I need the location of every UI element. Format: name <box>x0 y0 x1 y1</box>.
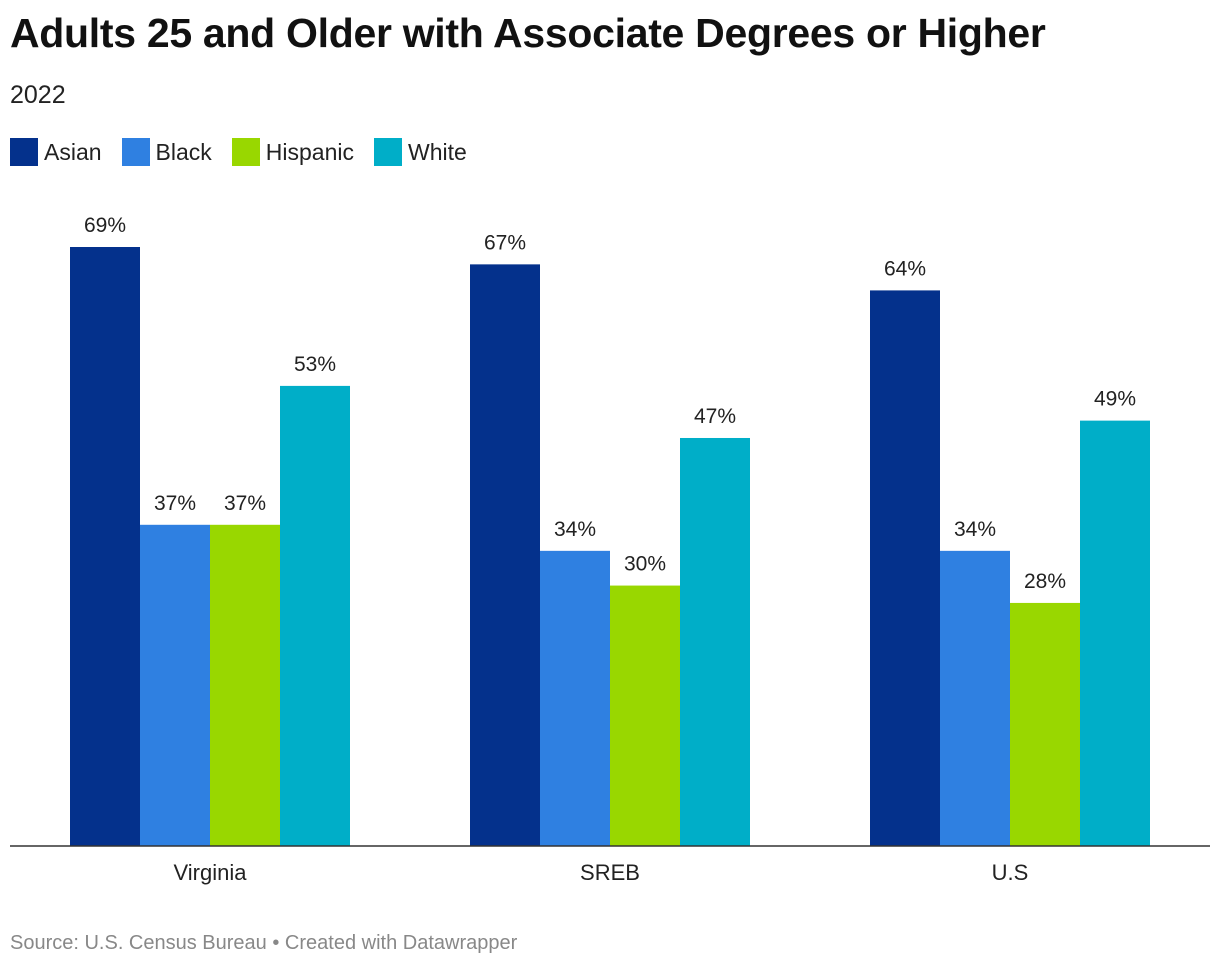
data-label-virginia-hispanic: 37% <box>224 492 266 515</box>
source-note: Source: U.S. Census Bureau • Created wit… <box>10 932 517 955</box>
legend-label-black: Black <box>155 138 212 165</box>
source-separator: • <box>266 932 285 954</box>
legend-item-black: Black <box>121 138 212 166</box>
bar-sreb-hispanic <box>610 585 680 846</box>
legend-swatch-hispanic <box>231 138 260 166</box>
legend-item-white: White <box>374 138 467 166</box>
x-tick-label-sreb: SREB <box>580 860 640 885</box>
data-label-u-s-white: 49% <box>1094 388 1136 411</box>
legend-label-white: White <box>408 138 467 165</box>
data-label-sreb-white: 47% <box>694 405 736 428</box>
legend-item-hispanic: Hispanic <box>231 138 355 166</box>
bar-virginia-black <box>140 524 210 846</box>
bar-sreb-white <box>680 437 750 846</box>
bar-virginia-white <box>280 385 350 846</box>
legend-item-asian: Asian <box>10 138 102 166</box>
chart-title: Adults 25 and Older with Associate Degre… <box>10 10 1046 56</box>
data-label-u-s-hispanic: 28% <box>1024 570 1066 593</box>
bar-u-s-black <box>940 550 1010 846</box>
legend-swatch-asian <box>10 138 38 166</box>
data-label-virginia-black: 37% <box>154 492 196 515</box>
bar-u-s-asian <box>870 290 940 847</box>
bar-virginia-asian <box>70 247 140 846</box>
data-label-u-s-black: 34% <box>954 518 996 541</box>
legend-label-asian: Asian <box>44 138 102 165</box>
bar-u-s-white <box>1080 420 1150 846</box>
bar-u-s-hispanic <box>1010 602 1080 846</box>
bar-sreb-asian <box>470 264 540 846</box>
legend-swatch-white <box>374 138 403 166</box>
source-credit: Created with Datawrapper <box>284 932 518 954</box>
data-label-virginia-white: 53% <box>294 353 336 376</box>
data-label-sreb-hispanic: 30% <box>624 553 666 576</box>
x-tick-label-u-s: U.S <box>992 860 1029 885</box>
source-label: Source: U.S. Census Bureau <box>10 932 267 954</box>
legend-label-hispanic: Hispanic <box>265 138 355 165</box>
data-label-sreb-black: 34% <box>554 518 596 541</box>
x-tick-label-virginia: Virginia <box>174 860 248 885</box>
data-label-sreb-asian: 67% <box>484 231 526 254</box>
bar-sreb-black <box>540 550 610 846</box>
legend: Asian Black Hispanic White <box>10 137 487 167</box>
data-label-u-s-asian: 64% <box>884 257 926 280</box>
legend-swatch-black <box>121 138 150 166</box>
data-label-virginia-asian: 69% <box>84 214 126 237</box>
chart-subtitle: 2022 <box>10 81 66 109</box>
bar-virginia-hispanic <box>210 524 280 846</box>
